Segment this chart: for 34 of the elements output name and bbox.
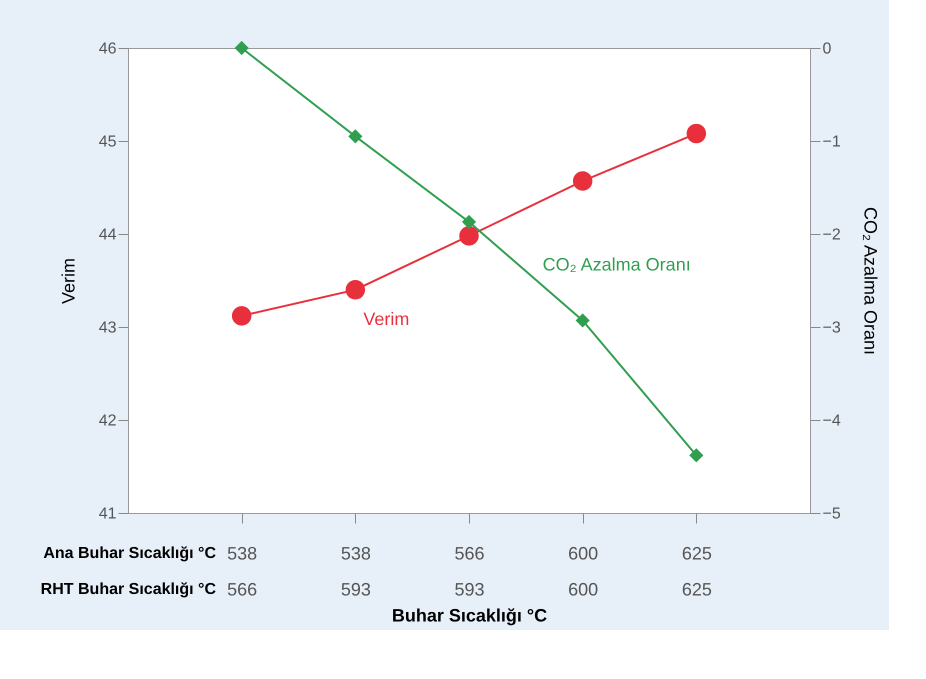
point	[348, 129, 362, 144]
y-tick-label: 41	[98, 506, 117, 522]
x-tick-label: 625 625	[682, 544, 712, 600]
y2-tick-label: 0	[822, 40, 832, 58]
x-tick-label: 600 600	[568, 544, 598, 600]
x-axis-title: Buhar Sıcaklığı °C	[392, 606, 548, 626]
y2-tick-label: −1	[822, 134, 841, 150]
y-axis-title: Verim	[58, 258, 79, 304]
series-label: CO₂ Azalma Oranı	[542, 254, 691, 274]
point	[686, 124, 706, 144]
point	[462, 214, 476, 229]
y-tick-label: 45	[98, 134, 117, 150]
series-label: Verim	[363, 308, 410, 329]
y-tick-label: 46	[98, 40, 117, 58]
text: RHT Buhar Sıcaklığı °C	[40, 581, 216, 598]
y2-tick-label: −2	[822, 226, 841, 244]
y-tick-label: 42	[98, 412, 117, 430]
x-tick-label: 538 566	[227, 544, 258, 600]
y2-tick-label: −4	[822, 412, 841, 430]
point	[232, 306, 252, 326]
y2-tick-label: −5	[822, 506, 841, 522]
point	[689, 448, 704, 462]
y-tick-label: 43	[98, 320, 117, 336]
point	[576, 313, 590, 328]
point	[459, 226, 479, 246]
point	[234, 40, 249, 56]
y2-tick-label: −3	[822, 320, 841, 336]
text: Ana Buhar Sıcaklığı °C	[43, 545, 216, 562]
y2-axis-title: CO₂ Azalma Oranı	[860, 206, 881, 356]
point	[346, 280, 366, 300]
point	[572, 171, 592, 191]
x-tick-label: 566 593	[454, 544, 485, 600]
x-tick-label: 538 593	[340, 544, 371, 600]
y-tick-label: 44	[98, 226, 117, 244]
